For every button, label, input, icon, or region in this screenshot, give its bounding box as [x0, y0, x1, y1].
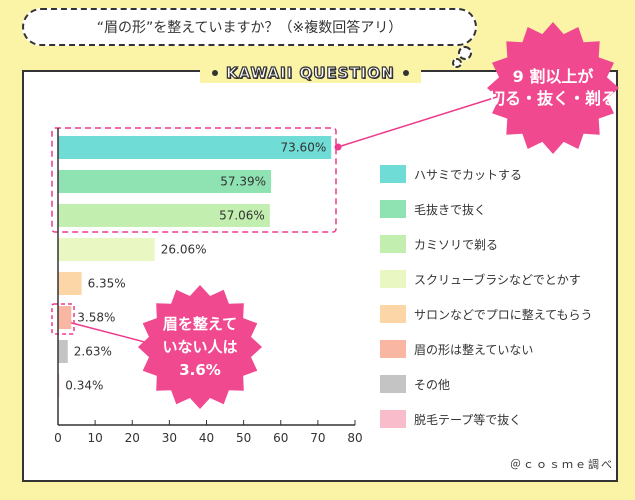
legend-swatch [380, 410, 406, 428]
bar [58, 170, 272, 193]
bar-value-label: 2.63% [74, 345, 112, 359]
panel-title-bar: KAWAII QUESTION [200, 63, 421, 83]
callout-bottom-line1: 眉を整えて [162, 314, 238, 333]
x-tick-label: 10 [87, 431, 102, 445]
legend-item: 眉の形は整えていない [380, 339, 533, 359]
callout-top-text: 9 割以上が 切る・抜く・剃る [488, 52, 618, 124]
source-credit: ＠ｃｏｓｍｅ調べ [510, 458, 614, 471]
x-tick-label: 30 [162, 431, 177, 445]
callout-top-burst [487, 22, 619, 154]
callout-top-connector [337, 95, 501, 148]
bar [58, 136, 332, 159]
x-tick-label: 0 [54, 431, 62, 445]
callout-bottom-burst [138, 285, 262, 409]
legend-item: 脱毛テープ等で抜く [380, 409, 521, 429]
bar-value-label: 6.35% [88, 277, 126, 291]
callout-bottom-line2: いない人は [162, 337, 238, 356]
legend-label: 脱毛テープ等で抜く [414, 412, 522, 427]
legend-label: カミソリで剃る [414, 237, 499, 252]
legend-label: サロンなどでプロに整えてもらう [414, 307, 593, 322]
legend-label: ハサミでカットする [414, 167, 523, 182]
panel-title: KAWAII QUESTION [225, 63, 395, 82]
legend-label: 毛抜きで抜く [414, 202, 487, 217]
x-tick-label: 80 [347, 431, 362, 445]
x-tick-label: 20 [125, 431, 140, 445]
question-bubble: “眉の形”を整えていますか？（※複数回答アリ） [22, 8, 477, 46]
title-dot-right [402, 70, 409, 76]
x-tick-label: 50 [236, 431, 251, 445]
legend-item: スクリューブラシなどでとかす [380, 269, 581, 289]
legend-item: サロンなどでプロに整えてもらう [380, 304, 593, 324]
legend-item: ハサミでカットする [380, 164, 522, 184]
bar [58, 272, 82, 295]
legend-swatch [380, 165, 406, 183]
bar [58, 238, 155, 261]
legend-swatch [380, 340, 406, 358]
callout-bottom-line3: 3.6% [179, 360, 221, 379]
x-tick-label: 40 [199, 431, 214, 445]
bar-value-label: 57.39% [220, 175, 266, 189]
bubble-tail-dot [458, 46, 472, 60]
legend-label: その他 [414, 377, 451, 392]
bar-value-label: 0.34% [65, 379, 103, 393]
bar [58, 340, 68, 363]
legend-swatch [380, 270, 406, 288]
x-tick-label: 60 [273, 431, 288, 445]
highlight-bottom-box [51, 303, 75, 335]
legend-label: 眉の形は整えていない [414, 342, 534, 357]
legend-swatch [380, 375, 406, 393]
callout-top-line1: 9 割以上が [512, 67, 594, 86]
bar-value-label: 26.06% [161, 243, 207, 257]
bar-value-label: 73.60% [280, 141, 326, 155]
question-text: “眉の形”を整えていますか？（※複数回答アリ） [96, 20, 403, 36]
callout-bottom-text: 眉を整えて いない人は 3.6% [138, 302, 262, 392]
bar [58, 306, 72, 329]
legend-item: 毛抜きで抜く [380, 199, 486, 219]
bar-value-label: 57.06% [219, 209, 265, 223]
x-tick-label: 70 [310, 431, 325, 445]
legend-swatch [380, 305, 406, 323]
legend-swatch [380, 235, 406, 253]
title-dot-left [212, 70, 218, 76]
highlight-top-box [51, 127, 337, 233]
legend-item: その他 [380, 374, 450, 394]
legend-swatch [380, 200, 406, 218]
bubble-tail-dot-small [452, 58, 462, 68]
bar-value-label: 3.58% [77, 311, 115, 325]
callout-top-line2: 切る・抜く・剃る [488, 89, 617, 108]
legend-item: カミソリで剃る [380, 234, 498, 254]
legend-label: スクリューブラシなどでとかす [414, 272, 581, 287]
bar [58, 204, 270, 227]
